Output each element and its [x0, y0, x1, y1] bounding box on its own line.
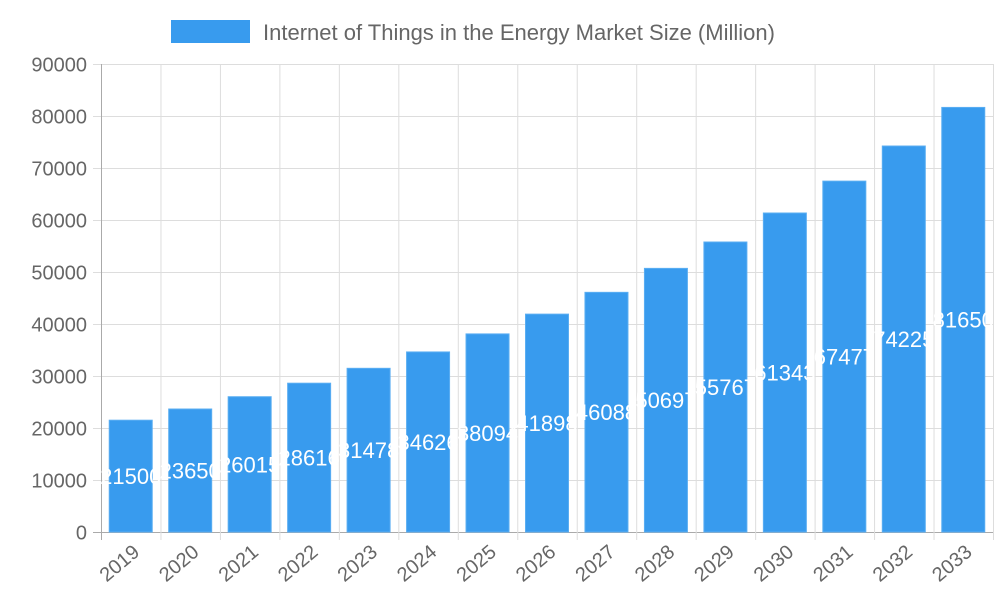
y-tick-label: 50000 [31, 263, 87, 285]
x-tick-label: 2027 [571, 541, 619, 586]
data-label: 81650 [933, 308, 994, 333]
data-label: 67477 [814, 345, 875, 370]
legend-label: Internet of Things in the Energy Market … [263, 20, 775, 45]
data-label: 31478 [338, 438, 399, 463]
x-tick-label: 2025 [453, 541, 501, 586]
bar [406, 351, 451, 533]
x-tick-label: 2024 [393, 541, 441, 586]
y-tick-label: 90000 [31, 55, 87, 77]
bar [227, 396, 272, 533]
x-tick-label: 2028 [631, 541, 679, 586]
data-label: 55767 [695, 375, 756, 400]
y-tick-label: 0 [76, 523, 87, 545]
bar [287, 382, 332, 533]
legend-swatch [171, 20, 250, 43]
bar [703, 241, 748, 533]
x-tick-label: 2030 [750, 541, 798, 586]
x-tick-label: 2026 [512, 541, 560, 586]
data-label: 50697 [635, 388, 696, 413]
data-label: 61343 [754, 361, 815, 386]
y-tick-label: 80000 [31, 107, 87, 129]
bar [584, 291, 629, 533]
bar [941, 106, 986, 533]
x-tick-label: 2031 [809, 541, 857, 586]
x-tick-label: 2023 [334, 541, 382, 586]
bar [525, 313, 569, 533]
bar [465, 333, 510, 533]
y-tick-label: 20000 [31, 419, 87, 441]
data-label: 28616 [279, 446, 340, 471]
y-tick-label: 10000 [31, 471, 87, 493]
bar [881, 145, 926, 533]
data-label: 34626 [397, 430, 458, 455]
data-label: 23650 [160, 459, 221, 484]
x-tick-label: 2032 [869, 541, 917, 586]
bar [762, 212, 807, 533]
data-label: 26015 [219, 452, 280, 477]
x-tick-label: 2020 [155, 541, 203, 586]
y-tick-label: 60000 [31, 211, 87, 233]
data-label: 41898 [516, 411, 577, 436]
x-tick-label: 2033 [928, 541, 976, 586]
bar [168, 408, 213, 533]
y-tick-label: 40000 [31, 315, 87, 337]
data-label: 74225 [873, 327, 934, 352]
x-tick-label: 2019 [96, 541, 144, 586]
y-tick-label: 70000 [31, 159, 87, 181]
x-tick-label: 2021 [215, 541, 263, 586]
bar [643, 267, 688, 533]
bar [108, 419, 153, 533]
data-label: 21500 [100, 464, 161, 489]
bar [346, 367, 391, 533]
data-label: 46088 [576, 400, 637, 425]
x-tick-label: 2029 [690, 541, 738, 586]
bar [822, 180, 867, 533]
x-tick-label: 2022 [274, 541, 322, 586]
y-tick-label: 30000 [31, 367, 87, 389]
data-label: 38094 [457, 421, 518, 446]
